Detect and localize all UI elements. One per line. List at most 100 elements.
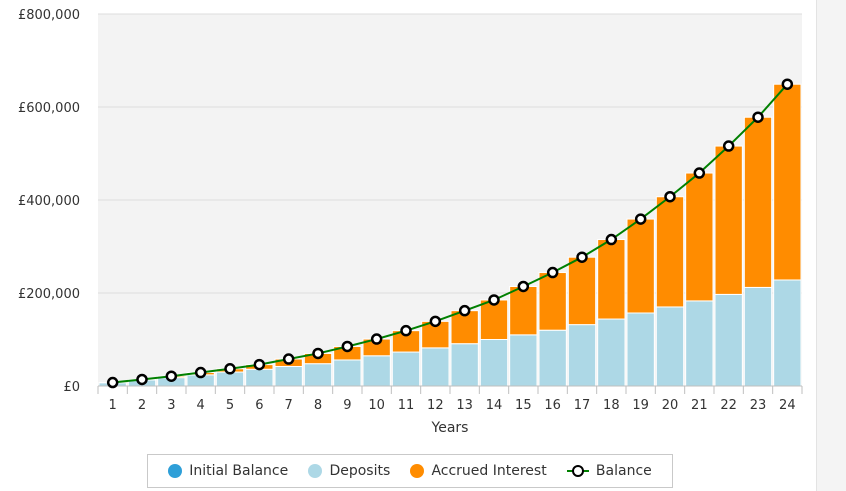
bar-deposits[interactable]	[509, 334, 538, 387]
y-tick-label: £400,000	[18, 194, 80, 209]
x-tick-label: 15	[515, 398, 532, 413]
balance-point[interactable]	[488, 294, 500, 306]
grid-lines	[98, 13, 802, 294]
bar-accrued-interest[interactable]	[626, 218, 655, 314]
page-scroll-area	[816, 0, 846, 491]
balance-point[interactable]	[136, 373, 148, 386]
x-tick-label: 9	[343, 398, 351, 413]
balance-point[interactable]	[546, 266, 559, 279]
bar-deposits[interactable]	[773, 279, 802, 387]
balance-point[interactable]	[165, 370, 178, 382]
bar-deposits[interactable]	[479, 339, 509, 387]
bar-deposits[interactable]	[655, 306, 685, 387]
legend-label-initial-balance: Initial Balance	[189, 463, 289, 479]
legend-item-accrued-interest[interactable]: Accrued Interest	[410, 463, 547, 479]
x-tick-marks	[97, 386, 803, 394]
balance-point[interactable]	[106, 376, 119, 389]
bar-deposits[interactable]	[626, 312, 655, 387]
x-tick-label: 8	[314, 398, 322, 413]
legend-marker-balance	[566, 464, 589, 478]
bar-deposits[interactable]	[714, 293, 743, 387]
bar-accrued-interest[interactable]	[538, 272, 567, 331]
x-tick-label: 4	[197, 398, 205, 413]
bar-accrued-interest[interactable]	[714, 145, 743, 295]
bar-deposits[interactable]	[245, 368, 274, 387]
balance-point[interactable]	[253, 358, 266, 371]
balance-point[interactable]	[781, 78, 794, 90]
y-tick-label: £600,000	[18, 101, 80, 116]
legend: Initial Balance Deposits Accrued Interes…	[147, 454, 673, 488]
balance-point[interactable]	[429, 315, 442, 328]
balance-point[interactable]	[634, 213, 647, 225]
x-tick-label: 7	[285, 398, 293, 413]
x-tick-label: 10	[368, 398, 385, 413]
balance-point[interactable]	[722, 140, 735, 152]
bar-accrued-interest[interactable]	[509, 285, 538, 336]
bar-deposits[interactable]	[597, 318, 626, 387]
legend-item-initial-balance[interactable]: Initial Balance	[168, 463, 288, 479]
bar-accrued-interest[interactable]	[597, 239, 626, 320]
x-tick-label: 5	[226, 398, 234, 413]
bars	[98, 83, 802, 387]
balance-series	[106, 78, 794, 389]
balance-point[interactable]	[458, 304, 471, 317]
legend-label-balance: Balance	[595, 463, 652, 479]
legend-item-deposits[interactable]: Deposits	[308, 463, 390, 479]
x-tick-label: 22	[720, 398, 737, 413]
x-tick-label: 13	[456, 398, 473, 413]
balance-point[interactable]	[664, 190, 676, 203]
legend-marker-deposits	[308, 464, 323, 478]
bar-deposits[interactable]	[450, 343, 479, 387]
bar-accrued-interest[interactable]	[773, 83, 802, 281]
balance-point[interactable]	[282, 353, 295, 365]
balance-point[interactable]	[224, 363, 236, 375]
y-tick-label: £200,000	[18, 287, 80, 302]
bar-deposits[interactable]	[421, 347, 450, 387]
balance-point[interactable]	[576, 251, 588, 263]
x-tick-label: 11	[398, 398, 415, 413]
bar-deposits[interactable]	[538, 329, 567, 387]
x-tick-label: 20	[662, 398, 679, 413]
x-tick-label: 24	[779, 398, 796, 413]
balance-point[interactable]	[312, 347, 324, 360]
balance-point[interactable]	[400, 324, 412, 337]
bar-accrued-interest[interactable]	[567, 256, 597, 326]
x-tick-label: 16	[544, 398, 561, 413]
legend-marker-initial-balance	[168, 464, 183, 478]
balance-point[interactable]	[752, 111, 764, 123]
balance-point[interactable]	[194, 366, 207, 379]
bar-deposits[interactable]	[743, 286, 773, 387]
bar-deposits[interactable]	[303, 363, 333, 387]
bar-deposits[interactable]	[685, 300, 714, 387]
x-tick-label: 3	[167, 398, 175, 413]
bar-accrued-interest[interactable]	[743, 116, 773, 288]
balance-point[interactable]	[693, 167, 706, 179]
y-tick-labels: £0 £200,000 £400,000 £600,000 £800,000	[18, 8, 80, 395]
x-tick-label: 12	[427, 398, 444, 413]
balance-point[interactable]	[341, 340, 354, 353]
bar-accrued-interest[interactable]	[685, 172, 714, 302]
bar-accrued-interest[interactable]	[479, 299, 509, 341]
x-tick-label: 23	[750, 398, 767, 413]
balance-point[interactable]	[370, 333, 383, 345]
legend-item-balance[interactable]: Balance	[566, 463, 652, 479]
bar-deposits[interactable]	[391, 351, 421, 387]
bar-deposits[interactable]	[567, 324, 597, 387]
x-tick-label: 2	[138, 398, 146, 413]
balance-point[interactable]	[605, 233, 618, 246]
legend-label-deposits: Deposits	[329, 463, 391, 479]
x-tick-label: 1	[109, 398, 117, 413]
bar-deposits[interactable]	[274, 365, 303, 387]
legend-label-accrued-interest: Accrued Interest	[431, 463, 547, 479]
legend-marker-accrued-interest	[410, 464, 425, 478]
bar-accrued-interest[interactable]	[655, 196, 685, 308]
x-axis-title: Years	[431, 420, 469, 436]
y-tick-label: £800,000	[18, 8, 80, 23]
bar-deposits[interactable]	[333, 359, 362, 387]
bar-deposits[interactable]	[362, 355, 391, 387]
x-tick-label: 21	[691, 398, 708, 413]
balance-point[interactable]	[517, 280, 530, 293]
x-tick-label: 17	[574, 398, 591, 413]
x-tick-label: 18	[603, 398, 620, 413]
